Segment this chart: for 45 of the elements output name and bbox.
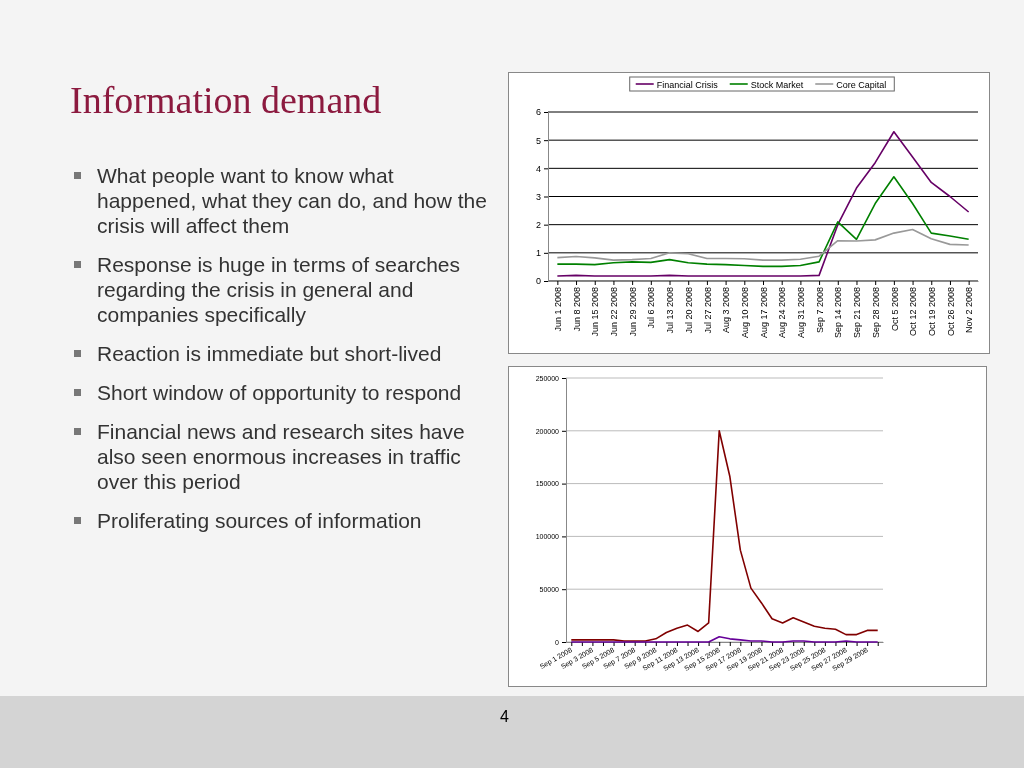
x-tick-label: Oct 19 2008 (926, 287, 937, 337)
x-tick-label: Jun 8 2008 (571, 287, 582, 332)
text: Proliferating sources of information (97, 509, 422, 532)
line-series (556, 130, 970, 277)
y-tick-label: 6 (535, 107, 541, 118)
x-tick-label: Jun 22 2008 (609, 287, 620, 337)
x-tick-label: Aug 3 2008 (721, 287, 732, 334)
y-tick-label: 3 (535, 191, 541, 202)
x-tick-label: Aug 31 2008 (796, 287, 807, 339)
x-tick-label: Jul 20 2008 (683, 287, 694, 334)
line-series (570, 430, 879, 642)
x-tick-label: Jun 15 2008 (590, 287, 601, 337)
x-tick-label: Jul 6 2008 (646, 287, 657, 329)
x-tick-label: Jul 13 2008 (665, 287, 676, 334)
text: Response is huge in terms of searches regarding the crisis in general and companies specifically (97, 253, 461, 326)
x-tick-label: Sep 28 2008 (870, 287, 881, 339)
line-series (556, 175, 970, 268)
line-series (556, 228, 970, 261)
x-tick-label: Oct 5 2008 (889, 287, 900, 332)
text: Information demand (70, 78, 382, 122)
y-tick-label: 4 (535, 163, 541, 174)
text: Financial news and research sites have also seen enormous increases in traffic over this period (97, 420, 465, 493)
x-tick-label: Jul 27 2008 (702, 287, 713, 334)
x-tick-label: Aug 24 2008 (777, 287, 788, 339)
legend-label: Core Capital (836, 79, 887, 90)
y-tick-label: 1 (535, 248, 541, 259)
x-tick-label: Nov 2 2008 (964, 287, 975, 334)
x-tick-label: Aug 10 2008 (739, 287, 750, 339)
text: What people want to know what happened, what they can do, and how the crisis will affect them (97, 164, 487, 237)
x-tick-label: Jun 1 2008 (553, 287, 563, 332)
x-tick-label: Oct 26 2008 (945, 287, 956, 337)
legend-label: Financial Crisis (656, 79, 719, 90)
text: Reaction is immediate but short-lived (97, 342, 442, 365)
x-tick-label: Sep 21 2008 (852, 287, 863, 339)
y-tick-label: 5 (535, 135, 541, 146)
x-tick-label: Aug 17 2008 (758, 287, 769, 339)
text: 4 (500, 708, 509, 726)
x-tick-label: Sep 14 2008 (833, 287, 844, 339)
x-tick-label: Jun 29 2008 (627, 287, 638, 337)
x-tick-label: Sep 7 2008 (814, 287, 825, 334)
text: Short window of opportunity to respond (97, 381, 462, 404)
legend-label: Stock Market (750, 79, 804, 90)
y-tick-label: 0 (535, 276, 541, 287)
x-tick-label: Oct 12 2008 (908, 287, 919, 337)
y-tick-label: 2 (535, 220, 541, 231)
